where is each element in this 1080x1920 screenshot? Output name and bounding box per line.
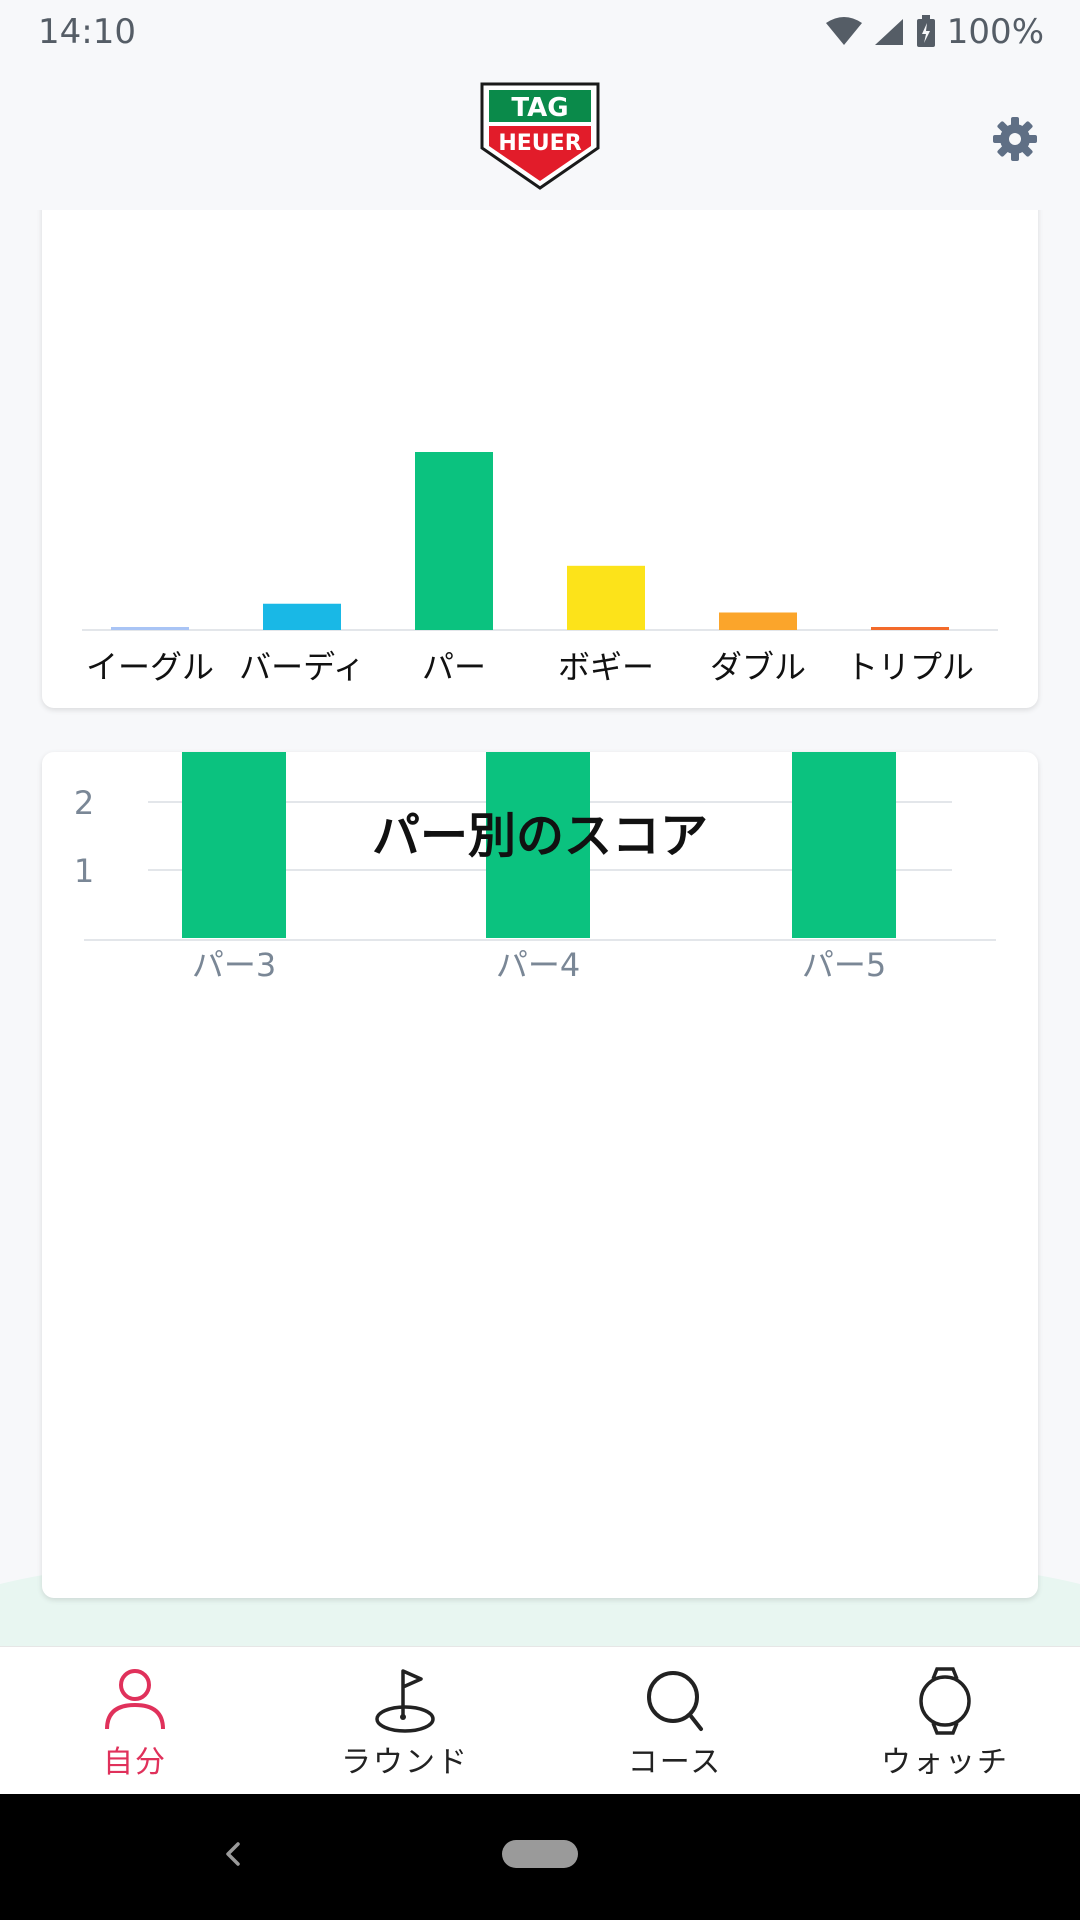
score-distribution-chart: イーグル 1% バーディ 9% パー 61% ボギー 22% ダブル 6% トリプル 1% bbox=[82, 452, 998, 740]
distribution-bar bbox=[263, 603, 341, 630]
distribution-bar bbox=[415, 452, 493, 630]
home-button[interactable] bbox=[502, 1840, 578, 1868]
category-label: イーグル bbox=[86, 648, 214, 686]
value-label: 61% bbox=[418, 702, 489, 708]
nav-label: 自分 bbox=[103, 1745, 167, 1780]
category-label: トリプル bbox=[846, 648, 974, 686]
par-score-chart: 123456パー3パー4パー5 bbox=[74, 512, 996, 984]
y-tick-label: 3 bbox=[74, 752, 94, 754]
y-tick-label: 2 bbox=[74, 784, 94, 822]
score-distribution-card: イーグル 1% バーディ 9% パー 61% ボギー 22% ダブル 6% トリプル 1% bbox=[42, 210, 1038, 740]
distribution-bar bbox=[567, 565, 645, 630]
nav-label: ウォッチ bbox=[881, 1745, 1009, 1780]
nav-item-watch[interactable]: ウォッチ bbox=[810, 1647, 1080, 1795]
value-label: 1% bbox=[885, 702, 936, 708]
wifi-icon bbox=[825, 17, 862, 45]
battery-percent: 100% bbox=[946, 12, 1044, 52]
tag-heuer-logo: TAG HEUER bbox=[480, 82, 600, 190]
bottom-nav: 自分 ラウンド コース ウォッチ bbox=[0, 1646, 1080, 1794]
system-nav-bar bbox=[0, 1794, 1080, 1920]
category-label: パー bbox=[422, 648, 486, 686]
value-label: 1% bbox=[125, 702, 176, 708]
status-icons: 100% bbox=[825, 12, 1044, 52]
par-score-card: パー別のスコア 123456パー3パー4パー5 bbox=[42, 512, 1038, 1598]
y-tick-label: 1 bbox=[74, 852, 94, 890]
nav-item-me[interactable]: 自分 bbox=[0, 1647, 270, 1795]
distribution-bar bbox=[111, 627, 189, 630]
gear-icon[interactable] bbox=[992, 116, 1038, 162]
svg-text:TAG: TAG bbox=[511, 93, 568, 123]
nav-label: コース bbox=[627, 1745, 723, 1780]
back-icon[interactable] bbox=[218, 1834, 248, 1874]
watch-icon bbox=[919, 1667, 971, 1735]
golf-flag-icon bbox=[375, 1669, 435, 1733]
nav-label: ラウンド bbox=[341, 1745, 469, 1780]
value-label: 9% bbox=[277, 702, 328, 708]
card-title: パー別のスコア bbox=[371, 808, 708, 864]
value-label: 22% bbox=[570, 702, 641, 708]
svg-text:HEUER: HEUER bbox=[498, 131, 581, 156]
status-bar: 14:10 100% bbox=[0, 0, 1080, 64]
category-label: パー5 bbox=[802, 946, 886, 984]
content-scroll[interactable]: イーグル 1% バーディ 9% パー 61% ボギー 22% ダブル 6% トリプル 1% パー別のス… bbox=[0, 210, 1080, 1646]
par-score-bar bbox=[182, 720, 286, 938]
category-label: ボギー bbox=[558, 648, 654, 686]
category-label: ダブル bbox=[710, 648, 806, 686]
category-label: パー3 bbox=[192, 946, 276, 984]
signal-icon bbox=[874, 19, 903, 45]
status-time: 14:10 bbox=[38, 12, 136, 52]
battery-icon bbox=[916, 15, 935, 47]
value-label: 6% bbox=[733, 702, 784, 708]
nav-item-round[interactable]: ラウンド bbox=[270, 1647, 540, 1795]
category-label: パー4 bbox=[496, 946, 580, 984]
nav-item-course[interactable]: コース bbox=[540, 1647, 810, 1795]
distribution-bar bbox=[871, 627, 949, 630]
category-label: バーディ bbox=[239, 648, 365, 686]
app-header: TAG HEUER bbox=[0, 64, 1080, 210]
distribution-bar bbox=[719, 612, 797, 630]
search-icon bbox=[647, 1671, 703, 1731]
person-icon bbox=[105, 1669, 165, 1730]
